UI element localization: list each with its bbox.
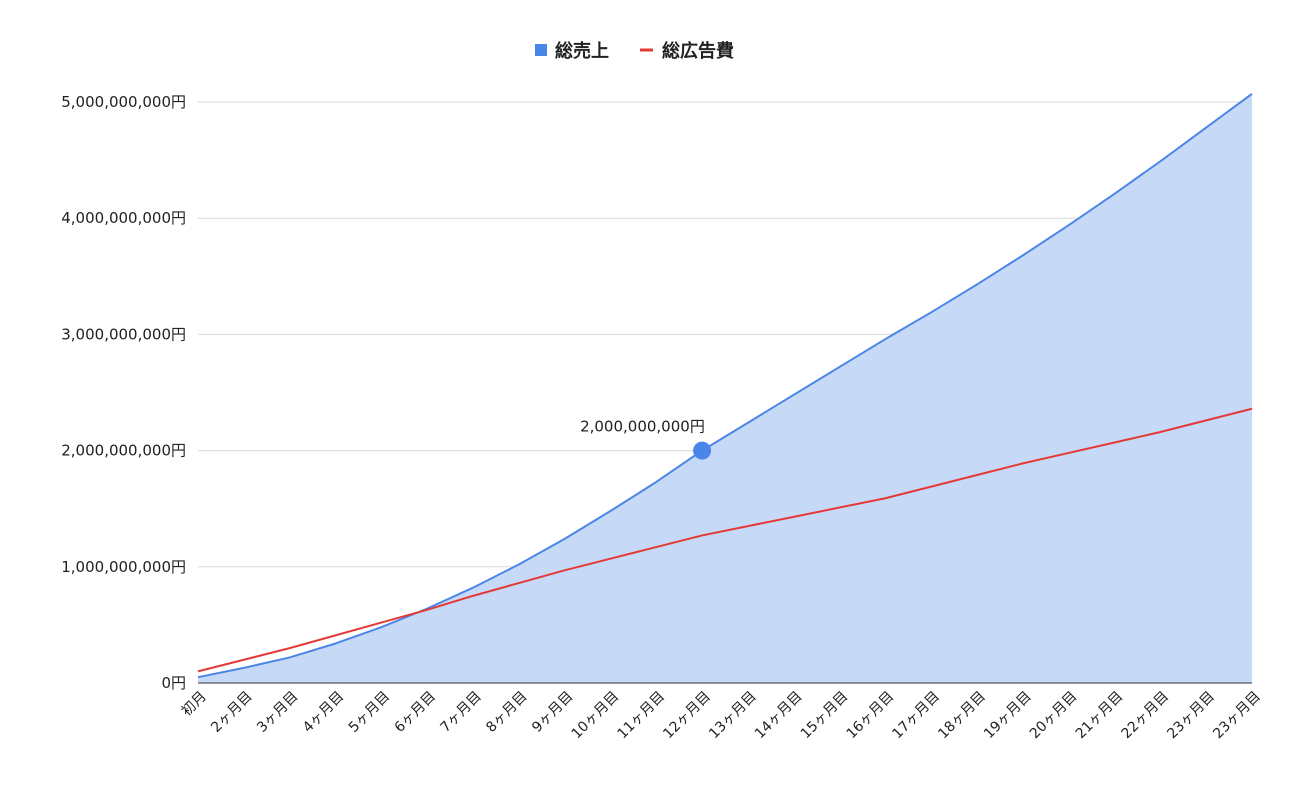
x-tick-label: 22ヶ月目 — [1119, 689, 1173, 743]
x-tick-label: 10ヶ月目 — [569, 689, 623, 743]
legend-label-total-ad-cost: 総広告費 — [662, 40, 734, 62]
x-axis-labels: 初月2ヶ月目3ヶ月目4ヶ月目5ヶ月目6ヶ月目7ヶ月目8ヶ月目9ヶ月目10ヶ月目1… — [178, 688, 1264, 742]
y-axis: 0円 1,000,000,000円 2,000,000,000円 3,000,000,… — [61, 93, 186, 692]
x-tick-label: 20ヶ月目 — [1027, 689, 1081, 743]
x-tick-label: 5ヶ月目 — [346, 689, 393, 736]
x-tick-label: 18ヶ月目 — [935, 689, 989, 743]
x-tick-label: 7ヶ月目 — [437, 689, 484, 736]
plot-area — [197, 93, 1253, 684]
legend-swatch-total-sales — [535, 44, 547, 56]
y-tick-label: 0円 — [161, 674, 186, 692]
x-tick-label: 14ヶ月目 — [752, 689, 806, 743]
area-fill-total-sales — [198, 93, 1252, 684]
x-tick-label: 2ヶ月目 — [208, 689, 255, 736]
legend-swatch-total-ad-cost — [640, 48, 653, 52]
x-tick-label: 23ヶ月目 — [1210, 689, 1264, 743]
x-tick-label: 19ヶ月目 — [981, 689, 1035, 743]
y-tick-label: 1,000,000,000円 — [61, 558, 186, 576]
x-tick-label: 23ヶ月目 — [1164, 689, 1218, 743]
legend-label-total-sales: 総売上 — [555, 40, 609, 62]
x-tick-label: 16ヶ月目 — [844, 689, 898, 743]
y-tick-label: 4,000,000,000円 — [61, 209, 186, 227]
series-line-total-ad-cost — [197, 407, 1253, 673]
x-tick-label: 17ヶ月目 — [889, 689, 943, 743]
x-tick-label: 3ヶ月目 — [254, 689, 301, 736]
y-tick-label: 2,000,000,000円 — [61, 442, 186, 460]
legend: 総売上 総広告費 — [535, 40, 734, 62]
x-tick-label: 4ヶ月目 — [300, 689, 347, 736]
y-tick-label: 3,000,000,000円 — [61, 325, 186, 343]
x-tick-label: 初月 — [178, 688, 210, 720]
x-tick-label: 11ヶ月目 — [614, 689, 668, 743]
x-tick-label: 12ヶ月目 — [660, 689, 714, 743]
x-tick-label: 6ヶ月目 — [392, 689, 439, 736]
y-tick-label: 5,000,000,000円 — [61, 93, 186, 111]
highlight-point — [693, 441, 712, 460]
annotations: 2,000,000,000円 — [580, 418, 712, 460]
x-tick-label: 21ヶ月目 — [1073, 689, 1127, 743]
data-label: 2,000,000,000円 — [580, 418, 705, 436]
series-line-total-sales — [197, 93, 1253, 679]
x-tick-label: 13ヶ月目 — [706, 689, 760, 743]
x-tick-label: 8ヶ月目 — [483, 689, 530, 736]
x-tick-label: 15ヶ月目 — [798, 689, 852, 743]
